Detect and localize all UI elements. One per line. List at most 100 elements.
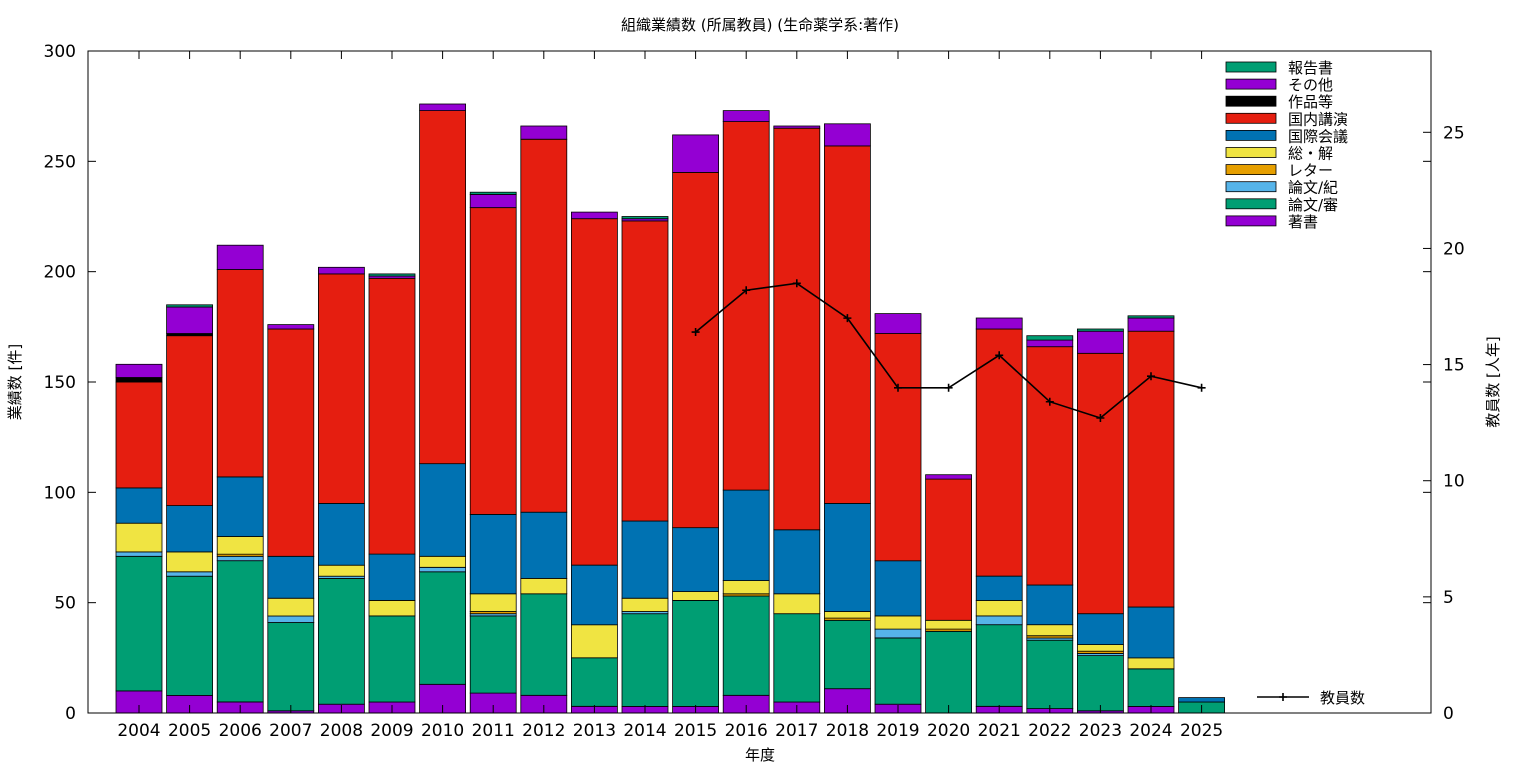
teacher-count-point xyxy=(1045,397,1054,406)
bar-segment-2015-1 xyxy=(672,600,719,707)
bar-segment-2014-5 xyxy=(621,520,669,599)
y-tick-label: 200 xyxy=(44,263,76,283)
y2-tick-label: 10 xyxy=(1443,472,1465,492)
bar-segment-2020-6 xyxy=(925,478,972,621)
bar-segment-2017-4 xyxy=(773,593,821,615)
bar-segment-2005-1 xyxy=(166,575,214,696)
teacher-count-point xyxy=(1147,372,1155,381)
bar-segment-2006-2 xyxy=(216,555,264,562)
bar-segment-2011-4 xyxy=(469,593,517,612)
x-tick-label: 2006 xyxy=(219,721,262,741)
x-tick-label: 2017 xyxy=(775,721,818,741)
bar-segment-2006-1 xyxy=(216,560,264,703)
bar-segment-2019-6 xyxy=(874,333,922,562)
bar-segment-2010-1 xyxy=(419,571,467,685)
bar-segment-2008-8 xyxy=(317,266,365,275)
bar-segment-2015-5 xyxy=(672,527,719,592)
y-axis-label: 業績数 [件] xyxy=(6,344,24,420)
bar-segment-2019-8 xyxy=(874,313,922,334)
bar-segment-2010-5 xyxy=(419,463,467,557)
bar-segment-2014-9 xyxy=(621,216,669,220)
legend-label: 作品等 xyxy=(1288,93,1333,111)
bar-segment-2012-8 xyxy=(520,125,568,140)
bar-segment-2019-4 xyxy=(874,615,922,630)
bar-segment-2005-2 xyxy=(166,571,214,577)
bar-segment-2014-4 xyxy=(621,597,669,612)
bar-segment-2007-1 xyxy=(267,622,315,712)
x-tick-label: 2019 xyxy=(876,721,919,741)
bar-segment-2007-2 xyxy=(267,615,315,623)
x-tick-label: 2024 xyxy=(1129,721,1172,741)
bar-segment-2012-6 xyxy=(520,138,568,513)
bar-segment-2022-9 xyxy=(1026,335,1074,341)
x-axis-label: 年度 xyxy=(745,746,775,764)
legend-swatch xyxy=(1225,147,1277,158)
bar-segment-2011-6 xyxy=(469,207,517,515)
bar-segment-2009-5 xyxy=(368,553,416,601)
bar-segment-2016-5 xyxy=(722,489,770,582)
bar-segment-2004-6 xyxy=(115,381,163,489)
bar-segment-2008-5 xyxy=(317,502,365,566)
legend-swatch xyxy=(1225,181,1277,193)
x-axis: 2004 2005 2006 2007 2008 2009 2010 2011 2012 2013… xyxy=(117,51,1223,741)
legend-swatch xyxy=(1225,95,1277,107)
legend-swatch xyxy=(1225,215,1277,227)
x-tick-label: 2018 xyxy=(826,721,869,741)
chart-title: 組織業績数 (所属教員) (生命薬学系:著作) xyxy=(621,16,899,34)
y-axis: 0 50 100 150 200 250 300 xyxy=(44,42,1431,724)
legend-swatch xyxy=(1225,164,1277,176)
bar-segment-2016-1 xyxy=(722,595,770,696)
bar-segment-2019-5 xyxy=(874,560,922,617)
bars xyxy=(115,103,1225,714)
bar-segment-2021-8 xyxy=(975,317,1023,330)
bar-segment-2013-4 xyxy=(571,624,618,659)
bar-segment-2012-1 xyxy=(520,593,568,696)
y-tick-label: 300 xyxy=(44,42,76,62)
legend-label: 総・解 xyxy=(1288,145,1333,163)
teacher-count-point xyxy=(691,328,700,337)
bar-segment-2005-6 xyxy=(166,335,214,507)
legend-label: 著書 xyxy=(1288,213,1318,231)
bar-segment-2009-6 xyxy=(368,277,416,555)
x-tick-label: 2007 xyxy=(269,721,312,741)
legend-label: 論文/紀 xyxy=(1288,179,1338,197)
bar-segment-2006-5 xyxy=(216,476,264,537)
bar-segment-2022-1 xyxy=(1026,639,1074,710)
bar-segment-2006-4 xyxy=(216,536,264,555)
legend-label: 報告書 xyxy=(1288,59,1333,77)
legend-swatch xyxy=(1225,198,1277,210)
y2-tick-label: 25 xyxy=(1443,123,1465,143)
bar-segment-2023-1 xyxy=(1077,655,1124,712)
x-tick-label: 2005 xyxy=(168,721,211,741)
x-tick-label: 2010 xyxy=(421,721,464,741)
legend-label: その他 xyxy=(1288,76,1333,94)
bar-segment-2023-8 xyxy=(1077,330,1124,354)
bar-segment-2010-2 xyxy=(419,567,467,573)
legend-swatch xyxy=(1225,112,1277,124)
bar-segment-2013-5 xyxy=(571,564,618,626)
bar-segment-2020-4 xyxy=(925,619,972,630)
legend-label: レター xyxy=(1288,162,1333,180)
bar-segment-2004-4 xyxy=(115,522,163,553)
bar-segment-2024-5 xyxy=(1127,606,1175,659)
legend-swatch xyxy=(1225,129,1277,141)
bar-segment-2012-5 xyxy=(520,511,568,579)
bar-segment-2006-6 xyxy=(216,269,264,478)
y2-tick-label: 20 xyxy=(1443,239,1465,259)
x-tick-label: 2004 xyxy=(117,721,160,741)
bar-segment-2015-8 xyxy=(672,134,719,173)
x-tick-label: 2016 xyxy=(725,721,768,741)
bar-segment-2025-5 xyxy=(1178,697,1225,703)
legend-label: 国際会議 xyxy=(1288,127,1348,145)
bar-segment-2022-3 xyxy=(1026,635,1074,639)
teacher-count-polyline xyxy=(695,282,1202,419)
bar-segment-2021-1 xyxy=(975,624,1023,707)
y2-tick-label: 15 xyxy=(1443,356,1465,376)
y2-tick-label: 5 xyxy=(1443,588,1454,608)
teacher-count-point xyxy=(742,286,751,295)
bar-segment-2021-4 xyxy=(975,600,1023,617)
teacher-count-point xyxy=(944,383,953,392)
x-tick-label: 2022 xyxy=(1028,721,1071,741)
bar-segment-2016-8 xyxy=(722,110,770,122)
